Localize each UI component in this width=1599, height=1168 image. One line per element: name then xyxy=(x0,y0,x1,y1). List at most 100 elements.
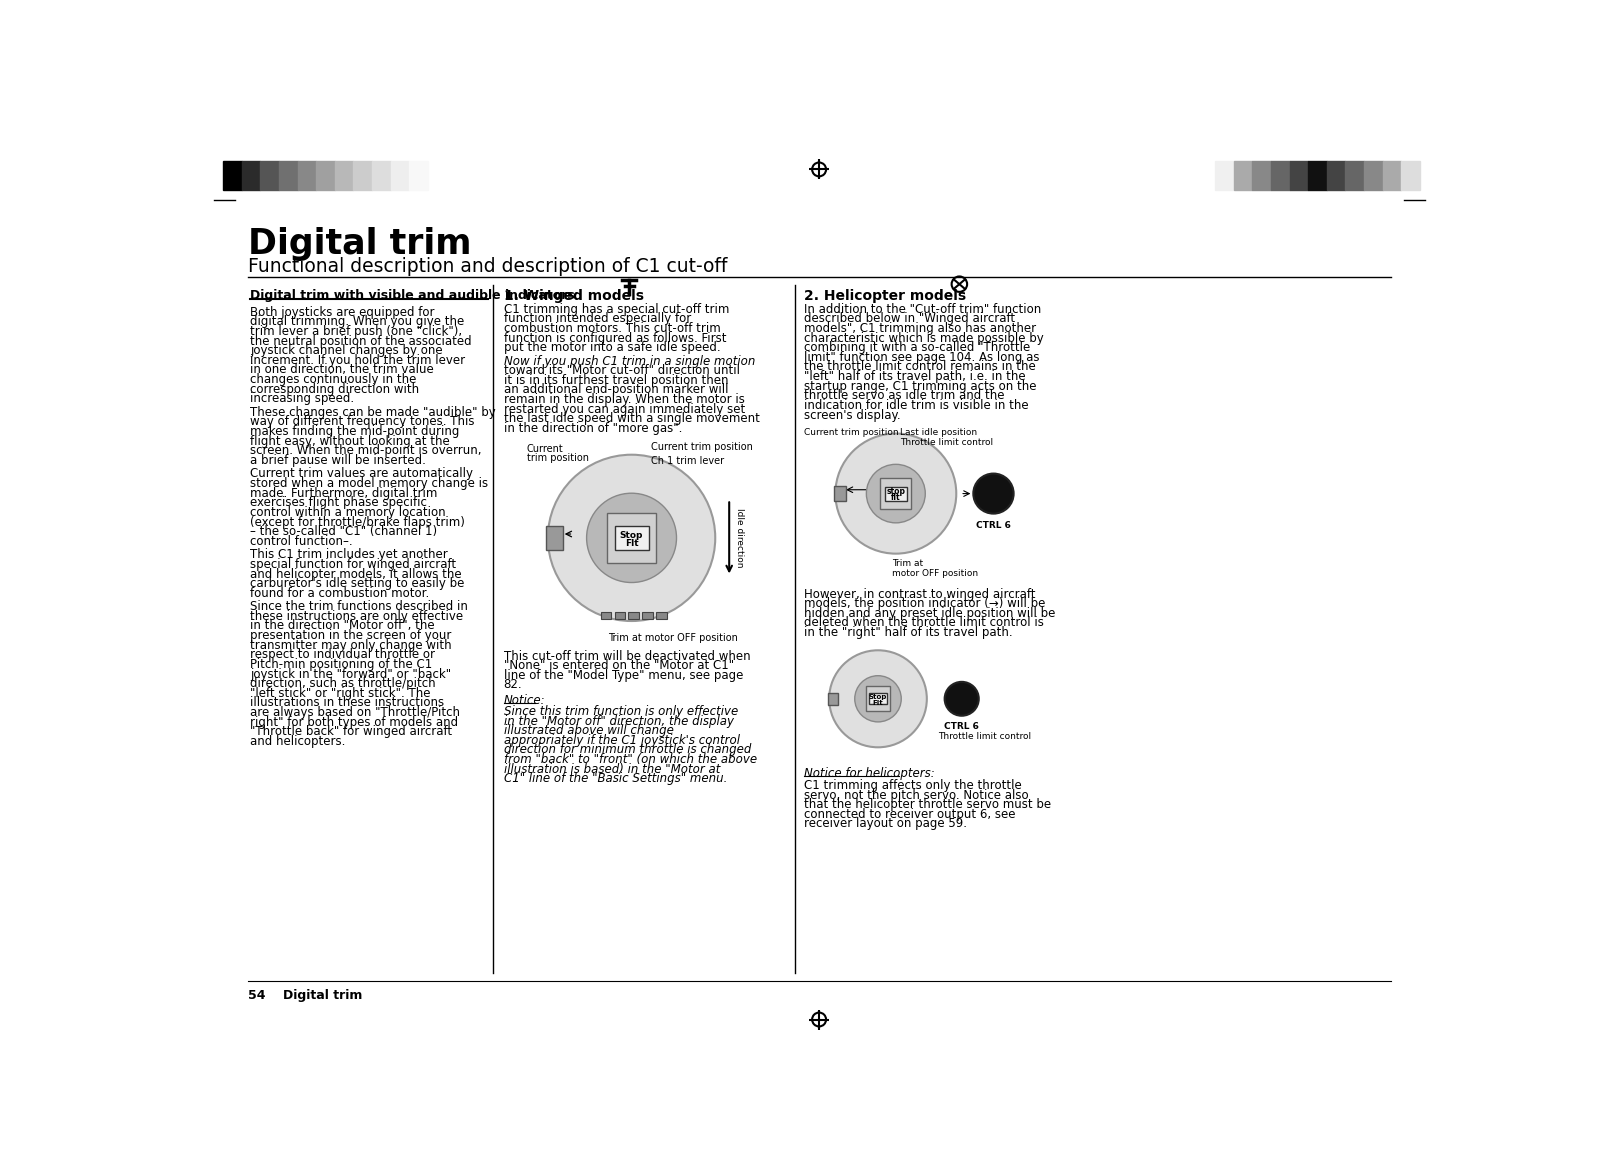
Text: 82.: 82. xyxy=(504,679,523,691)
Text: limit" function see page 104. As long as: limit" function see page 104. As long as xyxy=(804,350,1039,363)
Bar xyxy=(870,694,886,704)
Text: illustration is based) in the "Motor at: illustration is based) in the "Motor at xyxy=(504,763,720,776)
Text: these instructions are only effective: these instructions are only effective xyxy=(251,610,464,623)
Text: servo, not the pitch servo. Notice also: servo, not the pitch servo. Notice also xyxy=(804,788,1030,801)
Text: direction, such as throttle/pitch: direction, such as throttle/pitch xyxy=(251,677,437,690)
Circle shape xyxy=(945,682,979,716)
Bar xyxy=(833,486,846,501)
Text: right" for both types of models and: right" for both types of models and xyxy=(251,716,459,729)
Text: respect to individual throttle or: respect to individual throttle or xyxy=(251,648,435,661)
Bar xyxy=(317,161,334,190)
Text: Stop: Stop xyxy=(620,531,643,540)
Bar xyxy=(1289,161,1308,190)
Bar xyxy=(1364,161,1383,190)
Bar xyxy=(297,161,317,190)
Bar xyxy=(1215,161,1234,190)
Bar xyxy=(1308,161,1327,190)
Text: a brief pause will be inserted.: a brief pause will be inserted. xyxy=(251,454,425,467)
Bar xyxy=(628,612,640,619)
Bar xyxy=(353,161,373,190)
Text: the throttle limit control remains in the: the throttle limit control remains in th… xyxy=(804,361,1036,374)
Text: function is configured as follows. First: function is configured as follows. First xyxy=(504,332,726,345)
Text: remain in the display. When the motor is: remain in the display. When the motor is xyxy=(504,394,745,406)
Text: Digital trim with visible and audible indicators: Digital trim with visible and audible in… xyxy=(251,288,576,301)
Bar xyxy=(409,161,427,190)
Bar xyxy=(643,612,654,619)
Text: "Throttle back" for winged aircraft: "Throttle back" for winged aircraft xyxy=(251,725,453,738)
Text: Pitch-min positioning of the C1: Pitch-min positioning of the C1 xyxy=(251,658,432,670)
Bar xyxy=(1401,161,1420,190)
Text: 2. Helicopter models: 2. Helicopter models xyxy=(804,288,966,303)
Text: "left" half of its travel path, i.e. in the: "left" half of its travel path, i.e. in … xyxy=(804,370,1027,383)
Text: corresponding direction with: corresponding direction with xyxy=(251,383,419,396)
Text: models", C1 trimming also has another: models", C1 trimming also has another xyxy=(804,322,1036,335)
Text: In addition to the "Cut-off trim" function: In addition to the "Cut-off trim" functi… xyxy=(804,303,1041,315)
Text: restarted you can again immediately set: restarted you can again immediately set xyxy=(504,403,745,416)
Text: digital trimming. When you give the: digital trimming. When you give the xyxy=(251,315,464,328)
Text: Notice:: Notice: xyxy=(504,694,545,707)
Text: These changes can be made "audible" by: These changes can be made "audible" by xyxy=(251,405,496,419)
Bar xyxy=(261,161,278,190)
Text: deleted when the throttle limit control is: deleted when the throttle limit control … xyxy=(804,617,1044,630)
Bar xyxy=(601,612,611,619)
Text: Functional description and description of C1 cut-off: Functional description and description o… xyxy=(248,257,728,276)
Bar xyxy=(1234,161,1252,190)
Text: the neutral position of the associated: the neutral position of the associated xyxy=(251,334,472,348)
Text: flt: flt xyxy=(891,493,900,502)
Bar xyxy=(656,612,667,619)
Text: trim position: trim position xyxy=(528,453,588,464)
Text: This cut-off trim will be deactivated when: This cut-off trim will be deactivated wh… xyxy=(504,649,750,662)
Text: indication for idle trim is visible in the: indication for idle trim is visible in t… xyxy=(804,399,1030,412)
Bar xyxy=(390,161,409,190)
Text: Flt: Flt xyxy=(625,538,638,548)
Text: joystick in the "forward" or "back": joystick in the "forward" or "back" xyxy=(251,668,451,681)
Circle shape xyxy=(867,465,926,523)
Bar xyxy=(1252,161,1271,190)
Circle shape xyxy=(974,473,1014,514)
Circle shape xyxy=(855,676,902,722)
Text: way of different frequency tones. This: way of different frequency tones. This xyxy=(251,416,475,429)
Text: found for a combustion motor.: found for a combustion motor. xyxy=(251,586,430,599)
Bar xyxy=(614,526,649,550)
Bar xyxy=(278,161,297,190)
Text: startup range, C1 trimming acts on the: startup range, C1 trimming acts on the xyxy=(804,380,1036,392)
Bar xyxy=(334,161,353,190)
Text: an additional end-position marker will: an additional end-position marker will xyxy=(504,383,728,396)
Text: connected to receiver output 6, see: connected to receiver output 6, see xyxy=(804,808,1015,821)
Text: presentation in the screen of your: presentation in the screen of your xyxy=(251,630,451,642)
Text: Stop: Stop xyxy=(868,694,887,701)
Text: Throttle limit control: Throttle limit control xyxy=(939,732,1031,741)
Text: This C1 trim includes yet another: This C1 trim includes yet another xyxy=(251,548,448,562)
Circle shape xyxy=(548,454,715,621)
Text: Current trim values are automatically: Current trim values are automatically xyxy=(251,467,473,480)
Text: control within a memory location: control within a memory location xyxy=(251,506,446,519)
Bar xyxy=(606,513,656,563)
Text: hidden and any preset idle position will be: hidden and any preset idle position will… xyxy=(804,607,1055,620)
Text: and helicopter models, it allows the: and helicopter models, it allows the xyxy=(251,568,462,580)
Text: However, in contrast to winged aircraft: However, in contrast to winged aircraft xyxy=(804,588,1036,600)
Text: C1 trimming has a special cut-off trim: C1 trimming has a special cut-off trim xyxy=(504,303,729,315)
Bar xyxy=(881,478,911,509)
Bar xyxy=(241,161,261,190)
Text: described below in "Winged aircraft: described below in "Winged aircraft xyxy=(804,312,1015,325)
Text: appropriately if the C1 joystick's control: appropriately if the C1 joystick's contr… xyxy=(504,734,740,746)
Bar xyxy=(828,693,838,705)
Text: changes continuously in the: changes continuously in the xyxy=(251,373,417,387)
Text: Ch 1 trim lever: Ch 1 trim lever xyxy=(651,457,724,466)
Text: motor OFF position: motor OFF position xyxy=(892,569,979,578)
Text: Both joysticks are equipped for: Both joysticks are equipped for xyxy=(251,306,435,319)
Text: toward its "Motor cut-off" direction until: toward its "Motor cut-off" direction unt… xyxy=(504,364,740,377)
Text: Since the trim functions described in: Since the trim functions described in xyxy=(251,600,469,613)
Text: that the helicopter throttle servo must be: that the helicopter throttle servo must … xyxy=(804,798,1052,811)
Text: receiver layout on page 59.: receiver layout on page 59. xyxy=(804,818,967,830)
Text: illustrations in these instructions: illustrations in these instructions xyxy=(251,696,445,709)
Text: exercises flight phase specific: exercises flight phase specific xyxy=(251,496,427,509)
Text: Idle direction: Idle direction xyxy=(736,508,745,568)
Text: makes finding the mid-point during: makes finding the mid-point during xyxy=(251,425,459,438)
Text: Trim at motor OFF position: Trim at motor OFF position xyxy=(608,633,739,644)
Text: increasing speed.: increasing speed. xyxy=(251,392,355,405)
Bar xyxy=(1271,161,1289,190)
Text: it is in its furthest travel position then: it is in its furthest travel position th… xyxy=(504,374,728,387)
Text: in the "right" half of its travel path.: in the "right" half of its travel path. xyxy=(804,626,1014,639)
Text: "None" is entered on the "Motor at C1": "None" is entered on the "Motor at C1" xyxy=(504,659,734,672)
